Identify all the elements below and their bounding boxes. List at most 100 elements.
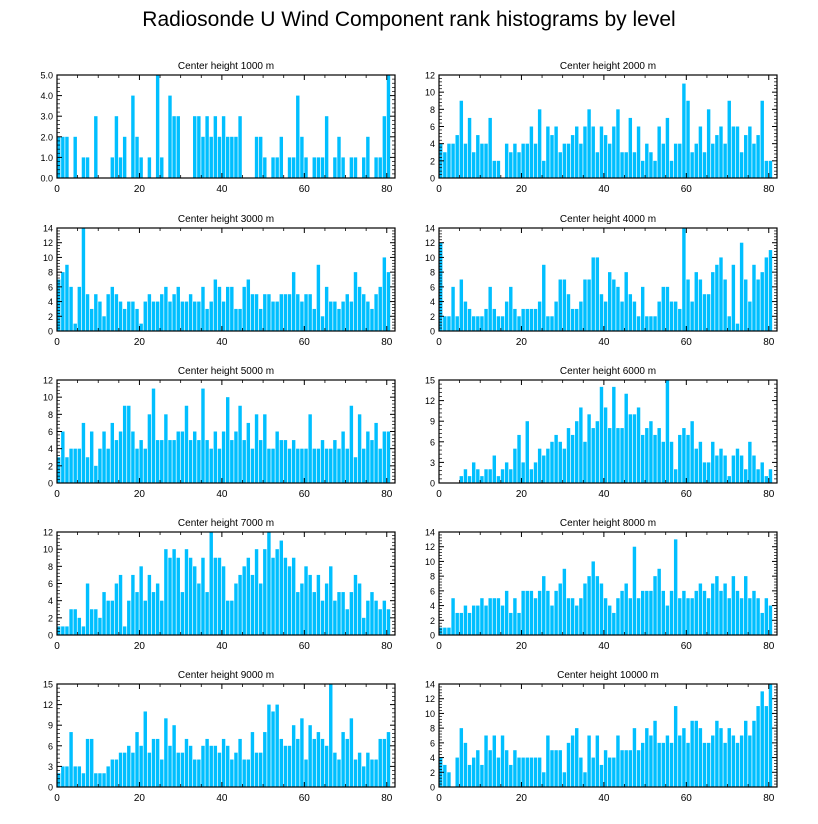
histogram-bar	[89, 738, 94, 787]
histogram-bar	[463, 605, 468, 635]
histogram-bar	[661, 742, 666, 787]
y-tick-label: 8	[48, 410, 53, 420]
histogram-bar	[160, 294, 164, 331]
histogram-bar	[628, 598, 633, 635]
histogram-bar	[715, 135, 719, 178]
x-tick-label: 60	[299, 793, 311, 804]
histogram-bar	[476, 605, 480, 635]
histogram-bar	[521, 462, 525, 483]
histogram-bar	[591, 757, 595, 787]
histogram-bar	[509, 764, 513, 787]
histogram-bar	[575, 308, 579, 331]
y-tick-label: 3	[48, 762, 53, 772]
histogram-bar	[304, 566, 308, 635]
histogram-bar	[312, 448, 316, 483]
histogram-bar	[715, 576, 719, 635]
x-tick-label: 0	[54, 489, 60, 500]
x-tick-label: 60	[681, 489, 693, 500]
histogram-bar	[374, 422, 378, 483]
histogram-bar	[608, 143, 612, 178]
histogram-bar	[509, 152, 513, 178]
histogram-bar	[715, 720, 719, 787]
histogram-bar	[122, 136, 127, 178]
histogram-bar	[517, 316, 521, 331]
histogram-bar	[291, 272, 296, 331]
panel-frame	[56, 683, 396, 788]
histogram-bar	[324, 583, 329, 635]
histogram-bar	[110, 157, 115, 178]
histogram-bar	[702, 590, 707, 635]
histogram-bar	[102, 773, 106, 787]
histogram-bar	[558, 441, 562, 483]
y-tick-label: 8	[430, 724, 435, 734]
histogram-bar	[135, 732, 139, 787]
histogram-bar	[525, 590, 529, 635]
histogram-bar	[193, 566, 197, 635]
y-tick-label: 0.0	[40, 174, 53, 184]
histogram-bar	[476, 316, 480, 331]
histogram-bar	[603, 598, 608, 635]
y-tick-label: 6	[430, 122, 435, 132]
panel-title: Center height 1000 m	[178, 61, 274, 72]
histogram-bar	[296, 448, 300, 483]
histogram-bar	[337, 308, 341, 331]
histogram-bar	[521, 308, 525, 331]
histogram-bar	[616, 735, 620, 787]
histogram-bar	[616, 109, 620, 178]
histogram-bar	[263, 157, 267, 178]
histogram-bar	[85, 583, 90, 635]
figure-title: Radiosonde U Wind Component rank histogr…	[142, 8, 676, 31]
histogram-bar	[579, 301, 583, 331]
histogram-bar	[706, 742, 711, 787]
panel-title: Center height 5000 m	[178, 366, 274, 377]
histogram-bar	[620, 750, 624, 787]
histogram-bar	[357, 583, 362, 635]
y-tick-label: 2	[430, 156, 435, 166]
histogram-bar	[110, 759, 115, 787]
histogram-bar	[595, 152, 600, 178]
panel-title: Center height 7000 m	[178, 518, 274, 529]
histogram-bar	[320, 440, 325, 483]
histogram-bar	[645, 728, 649, 787]
histogram-bar	[591, 561, 595, 635]
histogram-bar	[476, 469, 480, 483]
histogram-bar	[89, 609, 94, 635]
histogram-bar	[764, 598, 769, 635]
histogram-bar	[640, 160, 645, 178]
histogram-bar	[250, 448, 255, 483]
histogram-bar	[65, 626, 69, 635]
histogram-bar	[744, 720, 748, 787]
y-tick-label: 8	[430, 105, 435, 115]
histogram-bar	[184, 738, 189, 787]
histogram-bar	[242, 440, 246, 483]
x-tick-label: 40	[598, 184, 610, 195]
x-tick-label: 20	[516, 184, 528, 195]
histogram-bar	[304, 294, 308, 331]
histogram-bar	[665, 735, 670, 787]
histogram-bar	[155, 301, 160, 331]
histogram-bar	[513, 308, 517, 331]
x-tick-label: 40	[598, 489, 610, 500]
histogram-bar	[484, 308, 488, 331]
histogram-bar	[566, 143, 571, 178]
histogram-bar	[188, 440, 193, 483]
y-tick-label: 6	[48, 741, 53, 751]
histogram-bar	[57, 626, 61, 635]
panel-6: Center height 6000 m 0 20 40 60 80 0 3 6 9 12 15	[425, 366, 778, 500]
histogram-bar	[345, 294, 349, 331]
histogram-bar	[172, 116, 176, 178]
histogram-bar	[575, 728, 579, 787]
histogram-bar	[731, 264, 736, 331]
panel-3: Center height 3000 m 0 20 40 60 80 0 2 4 6 8 10 12 14	[43, 214, 396, 348]
histogram-bar	[201, 745, 205, 787]
histogram-bar	[291, 157, 296, 178]
histogram-bar	[258, 752, 263, 787]
histogram-bar	[271, 557, 275, 635]
histogram-bar	[686, 742, 690, 787]
histogram-bar	[587, 576, 591, 635]
histogram-bar	[649, 735, 653, 787]
histogram-bar	[649, 421, 653, 483]
x-tick-label: 0	[54, 641, 60, 652]
histogram-bar	[263, 414, 267, 483]
histogram-bar	[653, 316, 657, 331]
